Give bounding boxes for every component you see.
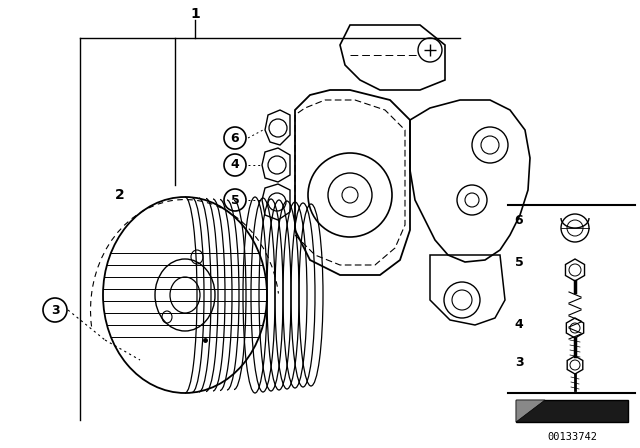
Text: 00133742: 00133742 — [547, 432, 597, 442]
Text: 6: 6 — [230, 132, 239, 145]
Text: 3: 3 — [51, 303, 60, 316]
Text: 3: 3 — [515, 356, 524, 369]
Text: 4: 4 — [230, 159, 239, 172]
Text: 4: 4 — [515, 319, 524, 332]
Text: 5: 5 — [515, 255, 524, 268]
Text: 6: 6 — [515, 214, 524, 227]
Polygon shape — [516, 400, 628, 422]
Text: 5: 5 — [230, 194, 239, 207]
Text: 2: 2 — [115, 188, 125, 202]
Text: 1: 1 — [190, 7, 200, 21]
Polygon shape — [516, 400, 545, 422]
